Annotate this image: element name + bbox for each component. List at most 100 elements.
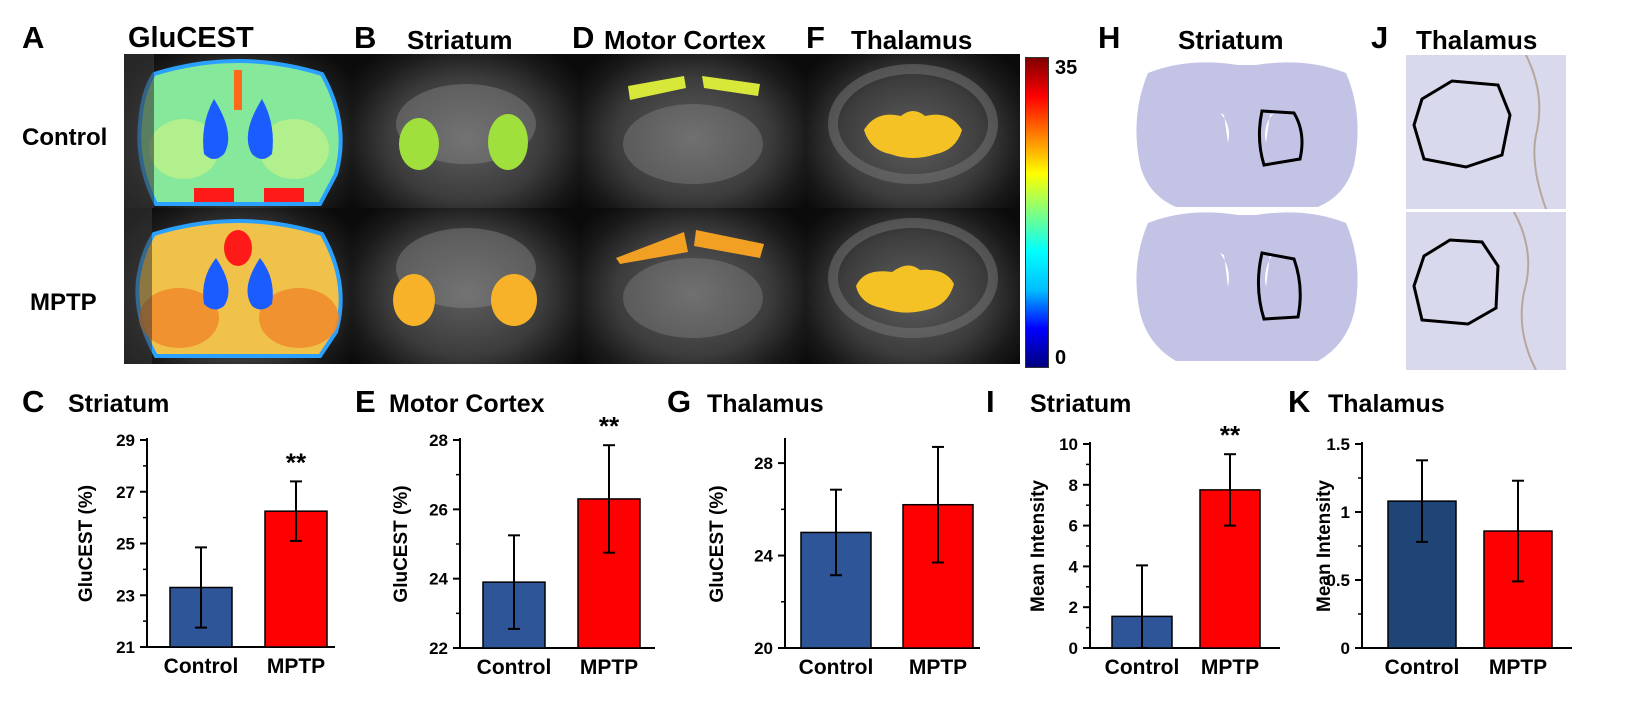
panel-i-letter: I xyxy=(986,384,995,419)
chart-i-svg: I Striatum 0 2 4 6 8 10 Mean Intensity Control MPT… xyxy=(986,384,1280,679)
panel-j-title: Thalamus xyxy=(1416,25,1538,55)
striatum-roi-mptp-drawing xyxy=(393,228,537,326)
category-label-mptp: MPTP xyxy=(267,655,325,678)
striatum-roi-mptp xyxy=(352,208,580,364)
category-label-mptp: MPTP xyxy=(580,656,638,679)
panel-f-letter: F xyxy=(806,20,825,55)
y-tick-label: 29 xyxy=(116,431,135,450)
category-label-control: Control xyxy=(477,656,552,679)
significance-marker: ** xyxy=(1220,420,1241,450)
chart-g-svg: G Thalamus 20 24 28 GluCEST (%) Control MPTP xyxy=(667,384,980,679)
panel-k-letter: K xyxy=(1288,384,1311,419)
chart-g: G Thalamus 20 24 28 GluCEST (%) Control MPTP xyxy=(655,382,980,727)
glucest-map-control-drawing xyxy=(124,54,343,208)
histology-striatum xyxy=(1128,55,1366,369)
significance-marker: ** xyxy=(599,411,620,441)
chart-title: Thalamus xyxy=(1328,390,1445,418)
y-tick-label: 28 xyxy=(754,454,773,473)
panel-d-letter: D xyxy=(572,20,595,55)
colorbar xyxy=(1025,57,1049,368)
panel-g-letter: G xyxy=(667,384,691,419)
chart-title: Striatum xyxy=(1030,390,1131,418)
row-label-control: Control xyxy=(22,124,108,151)
y-axis-label: GluCEST (%) xyxy=(707,485,728,602)
panel-j-letter: J xyxy=(1371,20,1389,55)
category-label-control: Control xyxy=(1105,656,1180,679)
striatum-roi-control xyxy=(352,54,580,208)
histology-striatum-drawing xyxy=(1136,62,1358,361)
chart-title: Striatum xyxy=(68,390,169,418)
panel-e-letter: E xyxy=(355,384,376,419)
chart-title: Thalamus xyxy=(707,390,824,418)
panel-d-title: Motor Cortex xyxy=(604,25,766,55)
histology-thalamus-control xyxy=(1406,55,1566,209)
y-tick-label: 1 xyxy=(1341,503,1350,522)
y-tick-label: 26 xyxy=(429,500,448,519)
y-tick-label: 10 xyxy=(1059,435,1078,454)
panel-c-letter: C xyxy=(22,384,44,419)
y-tick-label: 23 xyxy=(116,586,135,605)
thalamus-roi-mptp xyxy=(806,208,1020,364)
y-tick-label: 8 xyxy=(1069,476,1078,495)
motor-cortex-roi-control-drawing xyxy=(623,76,763,184)
y-tick-label: 0 xyxy=(1069,639,1078,658)
y-axis-label: GluCEST (%) xyxy=(76,485,97,602)
panel-h-title: Striatum xyxy=(1178,25,1284,55)
panel-a-title: GluCEST xyxy=(128,22,254,54)
y-tick-label: 27 xyxy=(116,483,135,502)
y-tick-label: 24 xyxy=(754,547,773,566)
y-tick-label: 25 xyxy=(116,535,135,554)
thalamus-roi-mptp-drawing xyxy=(828,218,998,338)
panel-b-letter: B xyxy=(354,20,377,55)
panel-h-letter: H xyxy=(1098,20,1121,55)
y-tick-label: 20 xyxy=(754,639,773,658)
striatum-roi-control-drawing xyxy=(396,84,536,170)
panel-f-title: Thalamus xyxy=(851,25,973,55)
category-label-mptp: MPTP xyxy=(1489,656,1547,679)
y-tick-label: 21 xyxy=(116,638,135,657)
significance-marker: ** xyxy=(286,447,307,477)
colorbar-min-label: 0 xyxy=(1055,347,1067,369)
category-label-control: Control xyxy=(1385,656,1460,679)
motor-cortex-roi-mptp xyxy=(580,208,806,364)
category-label-control: Control xyxy=(799,656,874,679)
row-label-mptp: MPTP xyxy=(30,289,97,316)
histology-thalamus-control-drawing xyxy=(1412,55,1547,209)
category-label-control: Control xyxy=(164,655,239,678)
y-tick-label: 2 xyxy=(1069,598,1078,617)
motor-cortex-roi-control xyxy=(580,54,806,208)
y-tick-label: 24 xyxy=(429,570,448,589)
motor-cortex-roi-mptp-drawing xyxy=(616,230,764,338)
chart-k-svg: K Thalamus 0 0.5 1 1.5 Mean Intensity Control MP… xyxy=(1288,384,1572,679)
glucest-map-mptp xyxy=(124,208,352,364)
y-axis-label: Mean Intensity xyxy=(1028,480,1049,612)
y-axis-label: GluCEST (%) xyxy=(391,485,412,602)
category-label-mptp: MPTP xyxy=(909,656,967,679)
y-axis-label: Mean Intensity xyxy=(1314,480,1335,612)
chart-c: C Striatum 21 23 25 27 29 GluCEST (%) Control MPT… xyxy=(0,382,335,727)
y-tick-label: 0.5 xyxy=(1326,571,1350,590)
thalamus-roi-control-drawing xyxy=(828,64,998,184)
chart-i: I Striatum 0 2 4 6 8 10 Mean Intensity Control MPT… xyxy=(980,382,1280,727)
glucest-map-mptp-drawing xyxy=(124,208,343,364)
histology-thalamus-mptp-drawing xyxy=(1412,212,1537,370)
colorbar-max-label: 35 xyxy=(1055,57,1078,79)
chart-title: Motor Cortex xyxy=(389,390,545,418)
y-tick-label: 0 xyxy=(1341,639,1350,658)
glucest-map-control xyxy=(124,54,352,208)
y-tick-label: 28 xyxy=(429,431,448,450)
panel-b-title: Striatum xyxy=(407,25,513,55)
category-label-mptp: MPTP xyxy=(1201,656,1259,679)
chart-e-svg: E Motor Cortex 22 24 26 28 GluCEST (%) Control M… xyxy=(355,384,655,679)
chart-e: E Motor Cortex 22 24 26 28 GluCEST (%) Control M… xyxy=(335,382,655,727)
y-tick-label: 22 xyxy=(429,639,448,658)
panel-a-letter: A xyxy=(22,20,45,55)
chart-k: K Thalamus 0 0.5 1 1.5 Mean Intensity Control MP… xyxy=(1280,382,1641,727)
y-tick-label: 6 xyxy=(1069,517,1078,536)
y-tick-label: 1.5 xyxy=(1326,435,1350,454)
colorbar-gradient xyxy=(1026,58,1048,367)
chart-c-svg: C Striatum 21 23 25 27 29 GluCEST (%) Control MPT… xyxy=(22,384,335,678)
histology-thalamus-mptp xyxy=(1406,212,1566,370)
y-tick-label: 4 xyxy=(1069,557,1079,576)
thalamus-roi-control xyxy=(806,54,1020,208)
